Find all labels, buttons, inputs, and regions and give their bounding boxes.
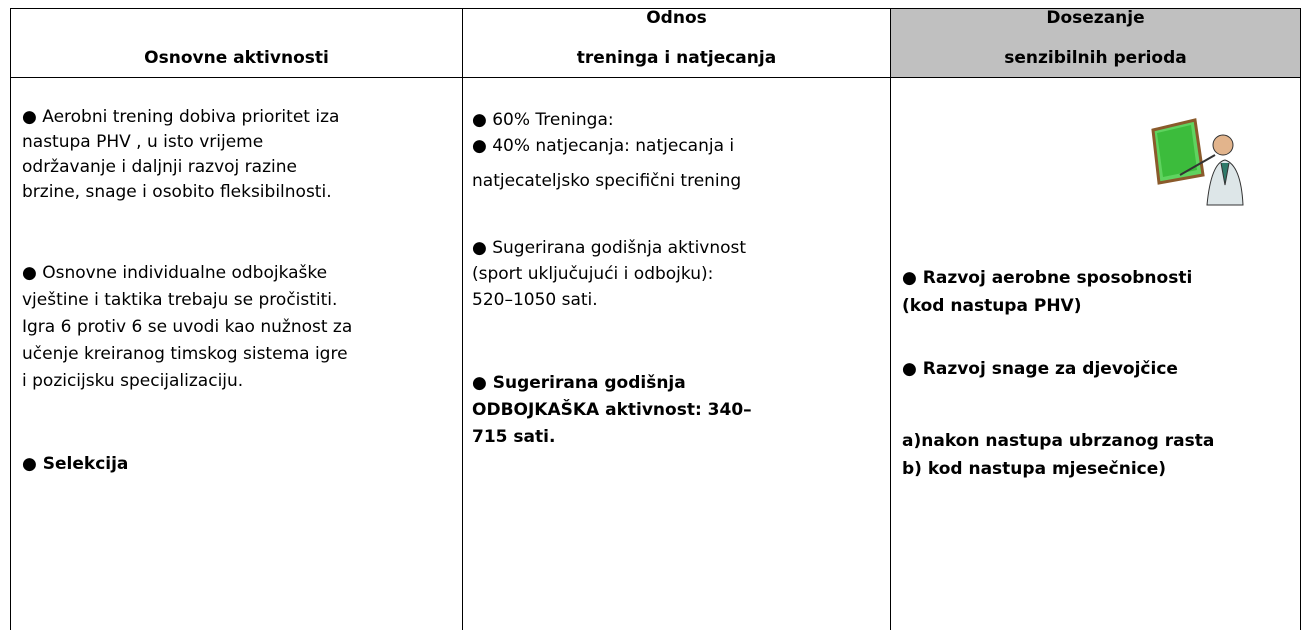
cell-text: vještine i taktika trebaju se pročistiti… [22, 290, 338, 310]
header-text: Odnos [646, 8, 707, 28]
header-text: Dosezanje [1046, 8, 1145, 28]
header-text: treninga i natjecanja [576, 48, 777, 68]
cell-text: učenje kreiranog timskog sistema igre [22, 344, 348, 364]
cell-text: 715 sati. [472, 427, 556, 447]
border-left [10, 8, 11, 630]
cell-text: natjecateljsko specifični trening [472, 171, 742, 191]
cell-text: 520–1050 sati. [472, 290, 598, 310]
cell-text: (kod nastupa PHV) [902, 296, 1082, 316]
cell-text: ● 40% natjecanja: natjecanja i [472, 136, 735, 156]
cell-text: ● Sugerirana godišnja [472, 373, 686, 393]
cell-text: a)nakon nastupa ubrzanog rasta [902, 431, 1215, 451]
border-right [1300, 8, 1301, 630]
header-text: senzibilnih perioda [1004, 48, 1187, 68]
cell-text: ● 60% Treninga: [472, 110, 614, 130]
cell-text: Igra 6 protiv 6 se uvodi kao nužnost za [22, 317, 353, 337]
cell-text: ● Razvoj snage za djevojčice [902, 359, 1178, 379]
header-text: Osnovne aktivnosti [144, 48, 329, 68]
cell-text: (sport uključujući i odbojku): [472, 264, 714, 284]
cell-text: ODBOJKAŠKA aktivnost: 340– [472, 400, 752, 420]
cell-text: održavanje i daljnji razvoj razine [22, 157, 297, 177]
cell-text: brzine, snage i osobito fleksibilnosti. [22, 182, 332, 202]
cell-text: ● Selekcija [22, 454, 129, 474]
border-header [10, 77, 1301, 78]
border-col [890, 8, 891, 630]
cell-text: ● Aerobni trening dobiva prioritet iza [22, 107, 340, 127]
cell-text: ● Razvoj aerobne sposobnosti [902, 268, 1193, 288]
clipart-teacher [1151, 118, 1244, 206]
cell-text: ● Osnovne individualne odbojkaške [22, 263, 328, 283]
cell-text: ● Sugerirana godišnja aktivnost [472, 238, 747, 258]
cell-text: nastupa PHV , u isto vrijeme [22, 132, 264, 152]
cell-text: b) kod nastupa mjesečnice) [902, 459, 1167, 479]
border-col [462, 8, 463, 630]
cell-text: i pozicijsku specijalizaciju. [22, 371, 244, 391]
header-shade [890, 8, 1300, 77]
border-top [10, 8, 1301, 9]
